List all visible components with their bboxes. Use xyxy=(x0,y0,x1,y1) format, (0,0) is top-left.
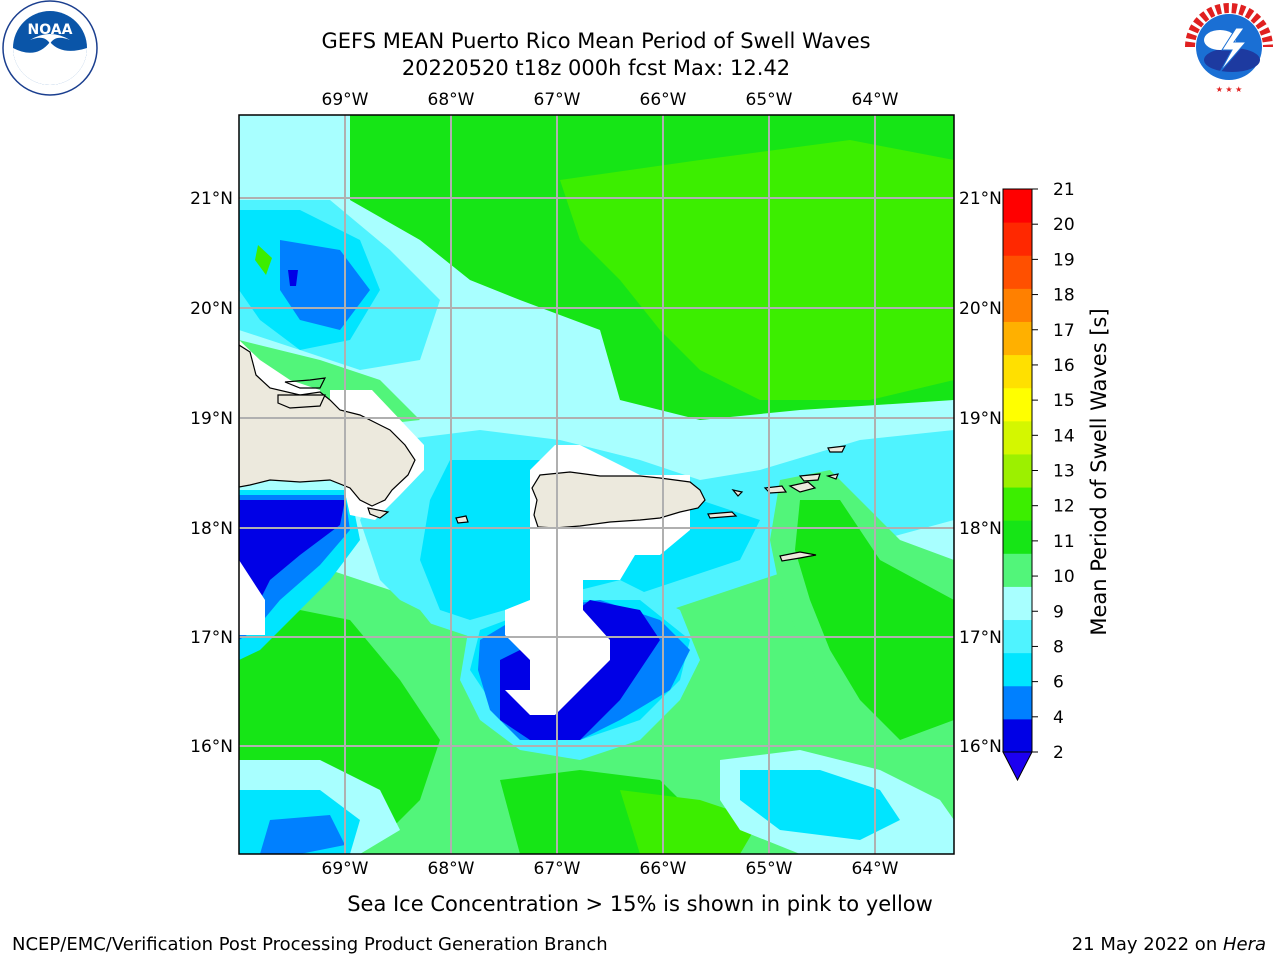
lon-label-bottom: 66°W xyxy=(640,859,687,879)
colorbar-segment xyxy=(1003,487,1032,521)
colorbar-segment xyxy=(1003,321,1032,356)
lat-label-right: 21°N xyxy=(959,189,1002,209)
colorbar-segment xyxy=(1003,619,1032,654)
colorbar: 2 4 6 8 9 10 11 12 13 14 15 16 17 18 19 20 21 xyxy=(1002,180,1075,782)
lat-label-left: 18°N xyxy=(190,519,233,539)
nws-logo: ★ ★ ★ xyxy=(1182,0,1276,94)
lat-label-right: 17°N xyxy=(959,628,1002,648)
lon-label-bottom: 68°W xyxy=(428,859,475,879)
colorbar-tick-label: 4 xyxy=(1053,708,1064,728)
colorbar-segment xyxy=(1003,354,1032,389)
colorbar-under-arrow xyxy=(1002,751,1033,782)
colorbar-segment xyxy=(1003,189,1032,223)
lat-label-left: 19°N xyxy=(190,409,233,429)
lon-label-bottom: 65°W xyxy=(746,859,793,879)
lon-label-top: 67°W xyxy=(534,90,581,110)
lon-labels-bottom: 69°W 68°W 67°W 66°W 65°W 64°W xyxy=(322,859,899,879)
colorbar-tick-label: 9 xyxy=(1053,602,1064,622)
date-text: 21 May 2022 on Hera xyxy=(1072,934,1266,955)
colorbar-tick-label: 21 xyxy=(1053,180,1075,200)
lat-labels-right: 21°N 20°N 19°N 18°N 17°N 16°N xyxy=(959,189,1002,757)
colorbar-tick-label: 10 xyxy=(1053,567,1075,587)
chart-subtitle: 20220520 t18z 000h fcst Max: 12.42 xyxy=(402,56,790,80)
sea-ice-note: Sea Ice Concentration > 15% is shown in … xyxy=(347,892,933,916)
chart-title: GEFS MEAN Puerto Rico Mean Period of Swe… xyxy=(321,29,870,53)
lon-label-top: 68°W xyxy=(428,90,475,110)
colorbar-tick-label: 17 xyxy=(1053,321,1075,341)
colorbar-segment xyxy=(1003,718,1032,753)
host-name: Hera xyxy=(1223,934,1266,955)
svg-text:★ ★ ★: ★ ★ ★ xyxy=(1216,85,1243,94)
lon-label-bottom: 67°W xyxy=(534,859,581,879)
colorbar-tick-label: 20 xyxy=(1053,215,1075,235)
colorbar-tick-label: 14 xyxy=(1053,426,1075,446)
lat-label-left: 16°N xyxy=(190,737,233,757)
colorbar-tick-label: 12 xyxy=(1053,497,1075,517)
colorbar-tick-label: 6 xyxy=(1053,673,1064,693)
colorbar-tick-label: 2 xyxy=(1053,743,1064,763)
date-prefix: 21 May 2022 on xyxy=(1072,934,1223,955)
map-grid xyxy=(239,115,954,854)
lon-label-top: 66°W xyxy=(640,90,687,110)
colorbar-tick-label: 15 xyxy=(1053,391,1075,411)
lat-label-left: 21°N xyxy=(190,189,233,209)
colorbar-segment xyxy=(1003,255,1032,289)
lat-labels-left: 21°N 20°N 19°N 18°N 17°N 16°N xyxy=(190,189,233,757)
credit-text: NCEP/EMC/Verification Post Processing Pr… xyxy=(12,934,608,955)
lat-label-left: 17°N xyxy=(190,628,233,648)
lon-label-top: 64°W xyxy=(852,90,899,110)
colorbar-segment xyxy=(1003,288,1032,322)
colorbar-segment xyxy=(1003,652,1032,687)
lon-label-top: 69°W xyxy=(322,90,369,110)
lat-label-right: 20°N xyxy=(959,299,1002,319)
colorbar-segment xyxy=(1003,520,1032,554)
colorbar-segment xyxy=(1003,222,1032,256)
lon-labels-top: 69°W 68°W 67°W 66°W 65°W 64°W xyxy=(322,90,899,110)
colorbar-segment xyxy=(1003,453,1032,488)
colorbar-tick-label: 16 xyxy=(1053,356,1075,376)
colorbar-segment xyxy=(1003,586,1032,621)
colorbar-segment xyxy=(1003,420,1032,455)
lat-label-right: 16°N xyxy=(959,737,1002,757)
map-frame xyxy=(238,114,955,855)
colorbar-tick-label: 19 xyxy=(1053,250,1075,270)
lat-label-right: 19°N xyxy=(959,409,1002,429)
noaa-logo-text: NOAA xyxy=(28,22,73,38)
lon-label-top: 65°W xyxy=(746,90,793,110)
colorbar-tick-label: 18 xyxy=(1053,286,1075,306)
swell-period-field xyxy=(239,115,954,854)
colorbar-segment xyxy=(1003,553,1032,587)
colorbar-segment xyxy=(1003,685,1032,720)
colorbar-label: Mean Period of Swell Waves [s] xyxy=(1087,308,1111,635)
colorbar-tick-label: 13 xyxy=(1053,462,1075,482)
lat-label-left: 20°N xyxy=(190,299,233,319)
lat-label-right: 18°N xyxy=(959,519,1002,539)
lon-label-bottom: 64°W xyxy=(852,859,899,879)
lon-label-bottom: 69°W xyxy=(322,859,369,879)
colorbar-tick-label: 11 xyxy=(1053,532,1075,552)
colorbar-tick-label: 8 xyxy=(1053,637,1064,657)
colorbar-segment xyxy=(1003,387,1032,422)
noaa-logo: NOAA xyxy=(2,0,98,96)
